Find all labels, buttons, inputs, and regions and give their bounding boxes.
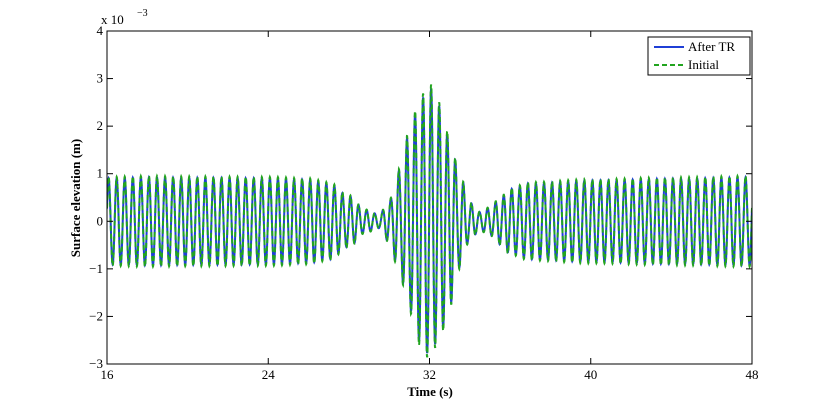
y-tick-label: −2: [89, 308, 103, 323]
x-tick-label: 16: [101, 367, 115, 382]
tick-labels-layer: 16 24 32 40 48 −3 −2 −1 0 1 2 3 4: [89, 23, 758, 382]
legend-box: [647, 36, 751, 76]
legend-label-initial: Initial: [688, 57, 719, 72]
series-line-initial: [107, 84, 752, 358]
y-tick-label: −1: [89, 261, 103, 276]
ticks-layer: [106, 30, 753, 365]
y-axis-title: Surface elevation (m): [68, 139, 83, 257]
y-tick-label: 4: [97, 23, 104, 38]
legend: After TR Initial: [647, 36, 751, 76]
y-tick-label: 2: [97, 118, 104, 133]
x-tick-label: 48: [746, 367, 759, 382]
y-exponent-label: x 10: [101, 12, 124, 27]
x-axis-title: Time (s): [407, 384, 453, 399]
y-tick-label: 3: [97, 71, 104, 86]
y-tick-label: 1: [97, 166, 104, 181]
y-tick-label: 0: [97, 213, 104, 228]
x-tick-label: 40: [584, 367, 597, 382]
y-tick-label: −3: [89, 356, 103, 371]
x-tick-label: 24: [262, 367, 276, 382]
x-tick-label: 32: [423, 367, 436, 382]
series-layer: [107, 84, 752, 358]
y-exponent-power: −3: [137, 8, 148, 19]
legend-label-after-tr: After TR: [688, 39, 735, 54]
